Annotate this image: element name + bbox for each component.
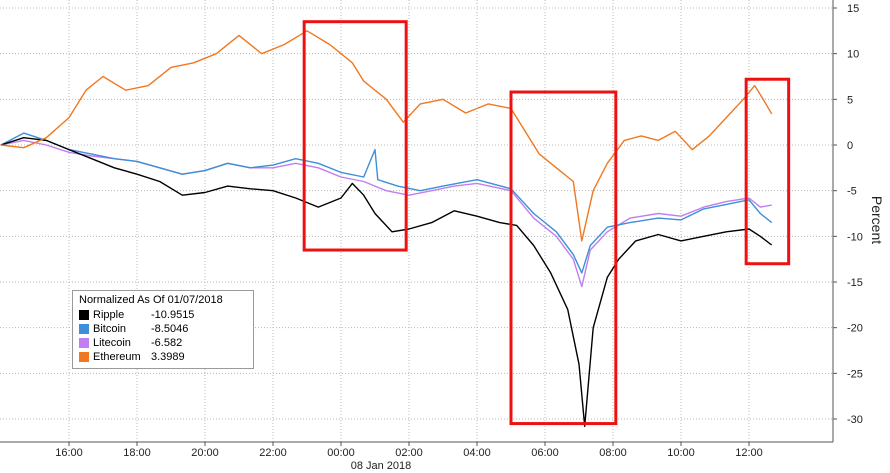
y-tick-label: -30	[847, 414, 863, 426]
legend-value-ethereum: 3.3989	[151, 351, 185, 363]
legend-item-ripple: Ripple -10.9515	[79, 308, 247, 322]
y-axis-label: Percent	[869, 196, 885, 244]
highlight-box	[744, 77, 791, 266]
legend: Normalized As Of 01/07/2018 Ripple -10.9…	[72, 290, 254, 369]
x-tick-label: 08:00	[599, 447, 627, 459]
x-tick-label: 12:00	[735, 447, 763, 459]
y-tick-label: -20	[847, 323, 863, 335]
series-line-ethereum	[0, 30, 773, 242]
y-tick-label: -15	[847, 277, 863, 289]
legend-swatch-ethereum	[79, 352, 89, 362]
legend-swatch-bitcoin	[79, 324, 89, 334]
x-tick-label: 10:00	[667, 447, 695, 459]
highlight-box	[302, 20, 408, 252]
y-tick-labels: 15 10 5 0 -5 -10 -15 -20 -25 -30	[847, 3, 863, 426]
legend-label-ethereum: Ethereum	[93, 351, 141, 363]
legend-value-ripple: -10.9515	[151, 309, 195, 321]
y-tick-label: -25	[847, 368, 863, 380]
legend-label-ripple: Ripple	[93, 309, 125, 321]
x-tick-label: 22:00	[259, 447, 287, 459]
x-tick-label: 16:00	[55, 447, 83, 459]
series-line-ripple	[0, 136, 773, 427]
series-line-bitcoin	[0, 132, 773, 274]
y-tick-label: -10	[847, 231, 863, 243]
x-tick-label: 06:00	[531, 447, 559, 459]
y-tick-label: 5	[847, 94, 853, 106]
legend-item-bitcoin: Bitcoin -8.5046	[79, 322, 247, 336]
x-tick-labels: 16:00 18:00 20:00 22:00 00:00 02:00 04:00 06:00…	[55, 447, 763, 459]
legend-swatch-ripple	[79, 310, 89, 320]
legend-label-litecoin: Litecoin	[93, 337, 131, 349]
y-tick-label: 0	[847, 140, 853, 152]
legend-item-litecoin: Litecoin -6.582	[79, 336, 247, 350]
x-tick-label: 20:00	[191, 447, 219, 459]
legend-swatch-litecoin	[79, 338, 89, 348]
y-tick-label: 10	[847, 49, 859, 61]
x-tick-label: 04:00	[463, 447, 491, 459]
y-tick-label: 15	[847, 3, 859, 15]
highlight-boxes	[302, 20, 791, 426]
legend-value-litecoin: -6.582	[151, 337, 183, 349]
series-layer	[0, 30, 773, 427]
legend-value-bitcoin: -8.5046	[151, 323, 189, 335]
x-tick-label: 00:00	[327, 447, 355, 459]
x-axis-date-label: 08 Jan 2018	[351, 460, 412, 472]
y-tick-label: -5	[847, 186, 857, 198]
legend-label-bitcoin: Bitcoin	[93, 323, 127, 335]
legend-title: Normalized As Of 01/07/2018	[79, 294, 223, 306]
legend-item-ethereum: Ethereum 3.3989	[79, 350, 247, 364]
x-tick-label: 02:00	[395, 447, 423, 459]
axes	[0, 0, 837, 446]
highlight-box	[509, 90, 618, 426]
x-tick-label: 18:00	[123, 447, 151, 459]
